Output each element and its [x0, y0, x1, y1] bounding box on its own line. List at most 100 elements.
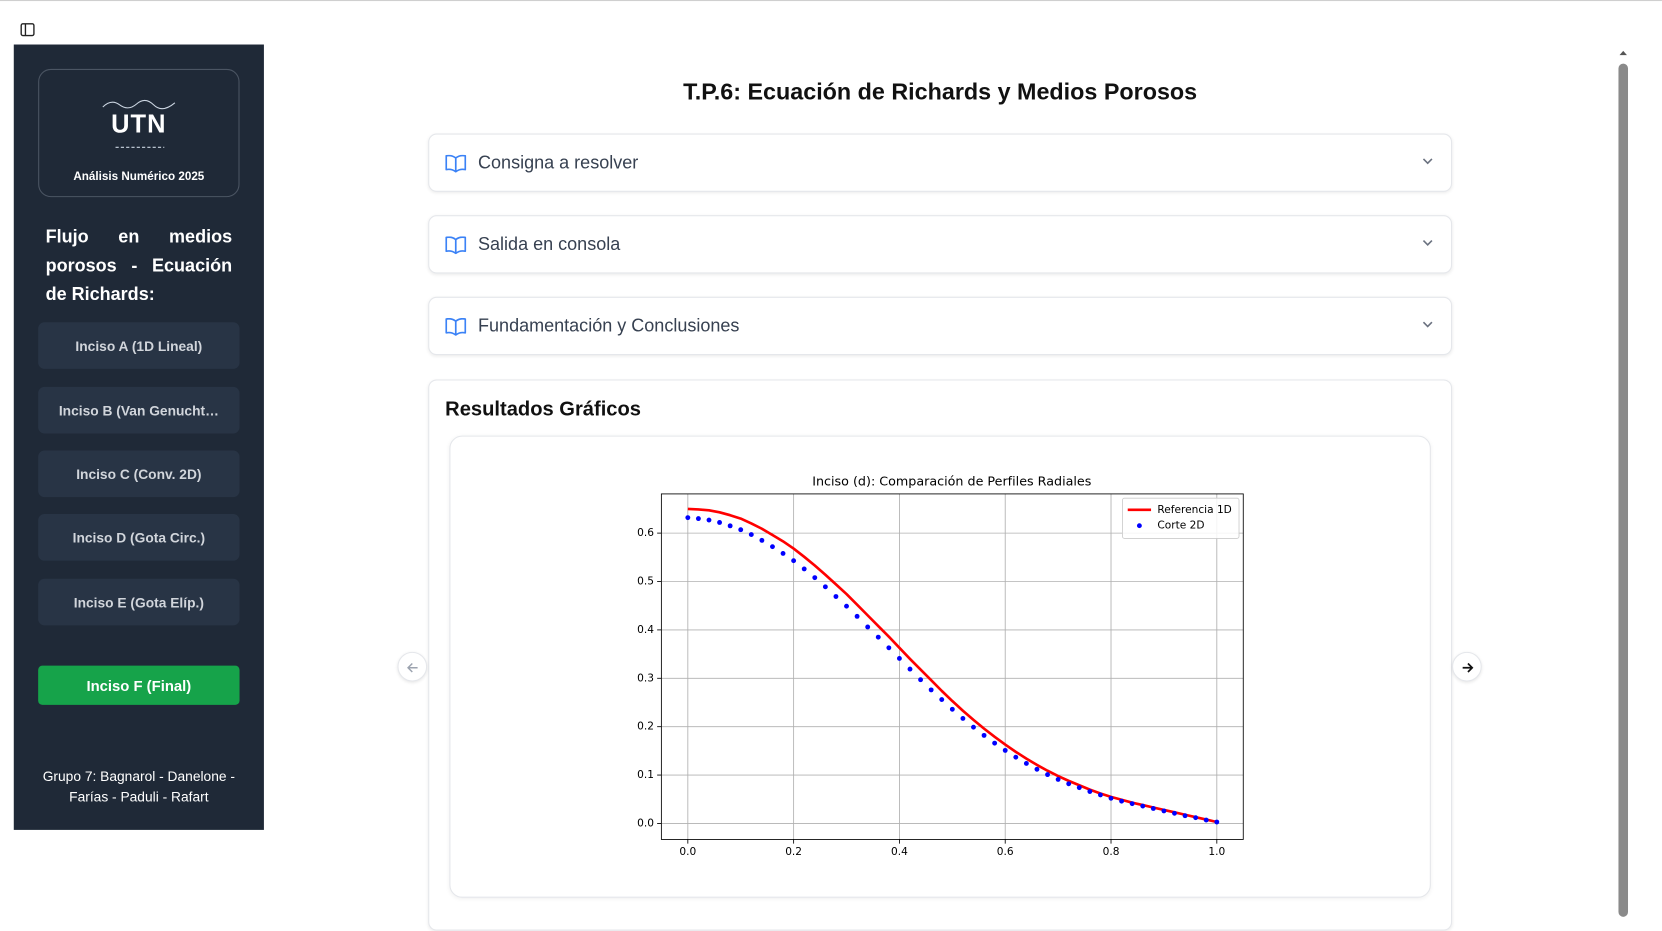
section-title: Resultados Gráficos — [445, 398, 642, 421]
data-point — [1119, 798, 1125, 804]
data-point — [1129, 801, 1135, 807]
data-point — [1002, 747, 1008, 753]
data-point — [949, 706, 955, 712]
data-point — [738, 527, 744, 533]
accordion[interactable]: Fundamentación y Conclusiones — [428, 296, 1453, 356]
x-tick-label: 0.8 — [1103, 846, 1120, 858]
x-tick-label: 0.6 — [997, 846, 1014, 858]
data-point — [685, 515, 691, 521]
data-point — [1066, 781, 1072, 787]
y-tick-label: 0.4 — [637, 624, 654, 636]
data-point — [791, 558, 797, 564]
data-point — [939, 697, 945, 703]
data-point — [1076, 785, 1082, 791]
x-tick-label: 0.0 — [679, 846, 696, 858]
nav-item-active[interactable]: Inciso F (Final) — [38, 665, 240, 705]
data-point — [1172, 810, 1177, 816]
logo-decoration — [102, 99, 176, 110]
accordion-title: Fundamentación y Conclusiones — [478, 315, 740, 336]
data-point — [1150, 806, 1156, 811]
sidebar-footer: Grupo 7: Bagnarol - Danelone - Farías - … — [42, 768, 235, 805]
accordion-title: Consigna a resolver — [478, 152, 639, 173]
legend-box — [1122, 497, 1240, 539]
data-point — [1193, 815, 1199, 821]
book-icon — [445, 154, 467, 173]
data-point — [833, 594, 839, 599]
scrollbar[interactable] — [1616, 47, 1630, 919]
data-point — [971, 724, 976, 730]
legend-label: Referencia 1D — [1157, 504, 1231, 516]
chevron — [1422, 158, 1433, 165]
data-point — [822, 584, 828, 590]
data-point — [844, 603, 849, 609]
data-point — [907, 666, 913, 672]
data-point — [960, 716, 966, 721]
book-icon — [445, 236, 467, 255]
data-point — [992, 740, 998, 746]
y-tick-label: 0.6 — [637, 527, 654, 539]
y-tick-label: 0.0 — [637, 817, 654, 829]
chart: Inciso (d): Comparación de Perfiles Radi… — [614, 466, 1272, 864]
data-point — [1023, 761, 1029, 766]
logo: UTN Análisis Numérico 2025 — [38, 68, 240, 198]
data-point — [886, 645, 892, 651]
data-point — [1203, 817, 1209, 823]
data-point — [1045, 772, 1050, 778]
data-point — [1214, 819, 1220, 825]
data-point — [695, 516, 701, 522]
chevron — [1422, 240, 1433, 246]
data-point — [1034, 766, 1040, 772]
top-border — [0, 0, 1662, 2]
chart-title: Inciso (d): Comparación de Perfiles Radi… — [812, 474, 1091, 489]
logo-decoration — [115, 146, 165, 148]
y-tick-label: 0.3 — [637, 672, 654, 684]
accordion-title: Salida en consola — [478, 234, 621, 255]
data-point — [1013, 754, 1019, 760]
legend-label: Corte 2D — [1157, 520, 1204, 532]
next-arrow[interactable] — [1452, 651, 1482, 682]
data-point — [1182, 813, 1188, 819]
data-point — [981, 732, 987, 738]
data-point — [1097, 792, 1103, 798]
plot-frame — [660, 493, 1244, 840]
nav-item[interactable]: Inciso E (Gota Elíp.) — [38, 578, 240, 626]
data-point — [896, 656, 902, 661]
data-point — [717, 520, 723, 525]
accordion[interactable]: Consigna a resolver — [428, 133, 1453, 192]
x-tick-label: 0.2 — [785, 846, 802, 858]
data-point — [1161, 808, 1167, 814]
data-point — [748, 532, 754, 538]
y-tick-label: 0.1 — [637, 769, 654, 781]
data-point — [865, 624, 871, 630]
data-point — [928, 687, 934, 693]
data-point — [801, 566, 807, 572]
prev-arrow[interactable] — [397, 651, 428, 682]
data-point — [727, 523, 733, 529]
nav-item[interactable]: Inciso B (Van Genucht… — [38, 386, 240, 434]
y-tick-label: 0.5 — [637, 576, 654, 588]
page-title: T.P.6: Ecuación de Richards y Medios Por… — [683, 78, 1198, 105]
data-point — [1140, 803, 1146, 809]
data-point — [1055, 776, 1061, 782]
sidebar-heading: Flujo en medios porosos - Ecuación de Ri… — [45, 226, 233, 305]
sidebar-toggle[interactable] — [20, 22, 35, 37]
logo-subtitle: Análisis Numérico 2025 — [73, 170, 205, 184]
data-point — [854, 613, 860, 619]
data-point — [770, 544, 775, 550]
nav-item[interactable]: Inciso A (1D Lineal) — [38, 322, 240, 369]
accordion[interactable]: Salida en consola — [428, 215, 1453, 274]
data-point — [759, 537, 765, 543]
data-point — [918, 677, 924, 683]
data-point — [875, 634, 881, 640]
x-tick-label: 1.0 — [1208, 846, 1225, 858]
nav-item[interactable]: Inciso C (Conv. 2D) — [38, 450, 240, 498]
y-tick-label: 0.2 — [637, 721, 654, 733]
legend-marker — [1136, 523, 1142, 529]
data-point — [1108, 795, 1114, 801]
nav-item[interactable]: Inciso D (Gota Circ.) — [38, 514, 240, 561]
data-point — [780, 550, 786, 556]
x-tick-label: 0.4 — [891, 846, 908, 858]
